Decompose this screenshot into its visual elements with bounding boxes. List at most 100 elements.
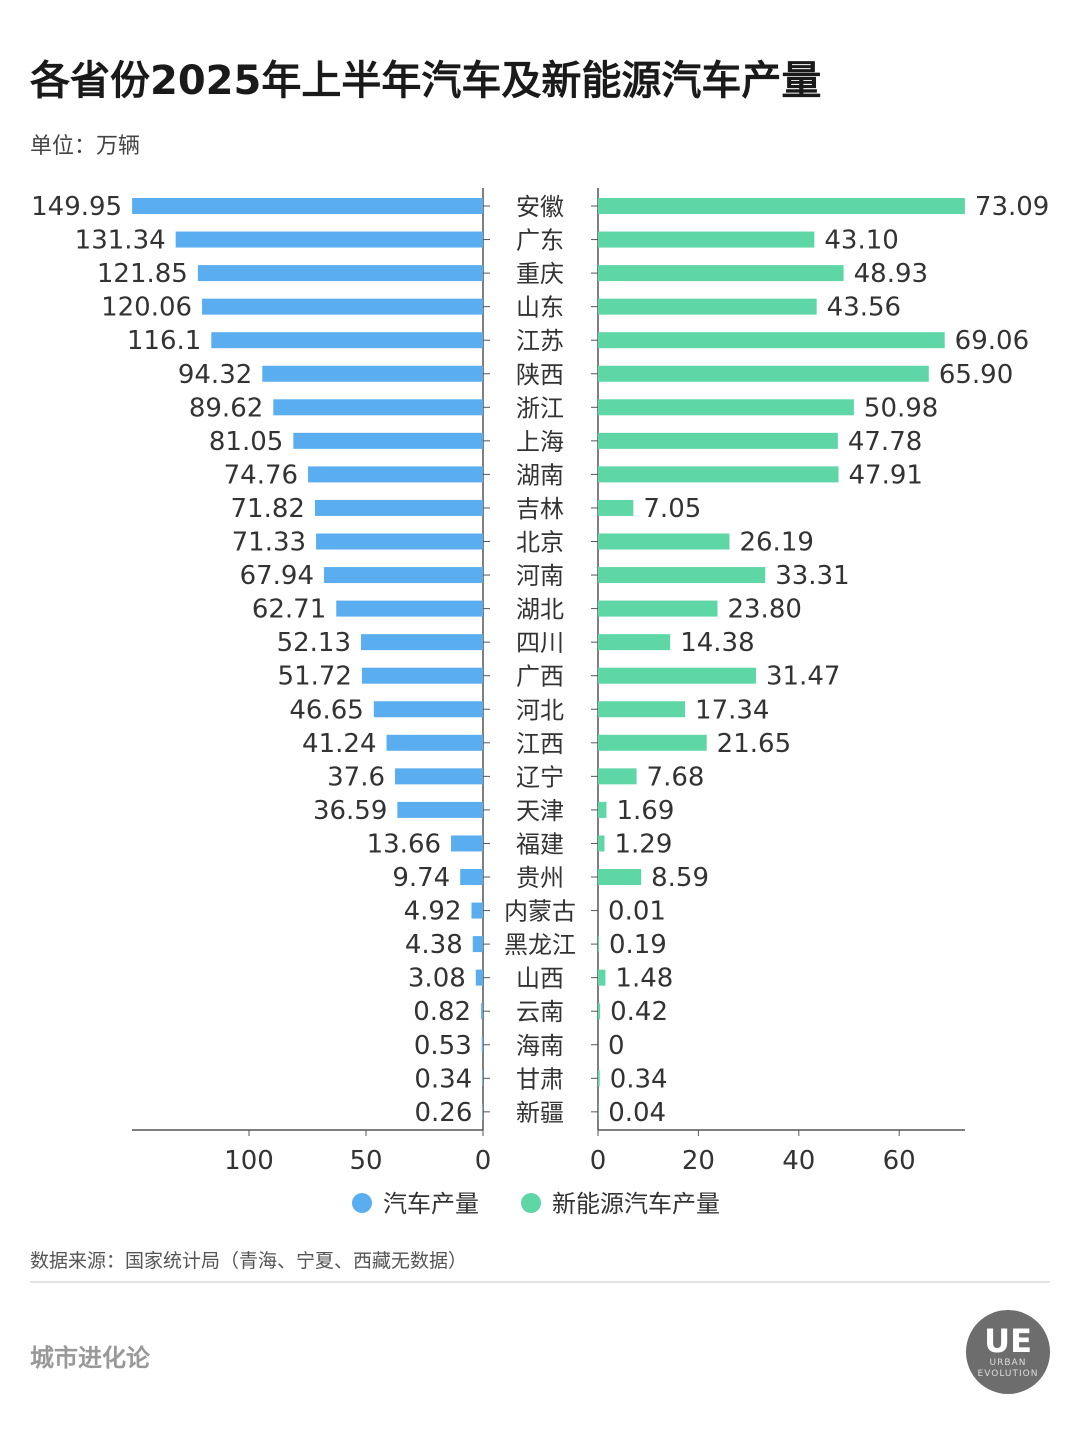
- category-label: 重庆: [516, 260, 564, 288]
- bar-nev-production: [598, 332, 945, 349]
- bar-car-production: [175, 231, 483, 248]
- bar-nev-production: [598, 265, 844, 282]
- category-label: 北京: [516, 529, 564, 557]
- data-label-nev-production: 47.78: [848, 427, 922, 457]
- bar-car-production: [314, 499, 483, 516]
- data-label-car-production: 149.95: [31, 192, 122, 222]
- bar-car-production: [482, 1070, 483, 1087]
- data-label-car-production: 120.06: [101, 293, 192, 323]
- data-label-nev-production: 73.09: [975, 192, 1049, 222]
- category-label: 河北: [516, 696, 564, 724]
- data-label-car-production: 121.85: [97, 259, 188, 289]
- data-label-nev-production: 26.19: [739, 528, 813, 558]
- category-label: 吉林: [516, 495, 564, 523]
- bar-nev-production: [598, 600, 718, 617]
- data-label-car-production: 4.38: [405, 930, 463, 960]
- bar-nev-production: [598, 298, 817, 315]
- category-label: 黑龙江: [504, 931, 576, 959]
- data-label-car-production: 0.53: [414, 1031, 472, 1061]
- bar-car-production: [324, 567, 483, 584]
- logo-subtext: URBAN EVOLUTION: [977, 1358, 1039, 1379]
- data-label-nev-production: 43.56: [827, 293, 901, 323]
- data-label-car-production: 13.66: [367, 829, 441, 859]
- bar-car-production: [316, 533, 483, 550]
- brand-name: 城市进化论: [30, 1344, 150, 1372]
- legend-swatch-nev: [521, 1193, 541, 1213]
- data-label-nev-production: 33.31: [775, 561, 849, 591]
- data-label-nev-production: 23.80: [727, 595, 801, 625]
- data-label-car-production: 36.59: [313, 796, 387, 826]
- data-label-car-production: 81.05: [209, 427, 283, 457]
- data-label-car-production: 41.24: [302, 729, 376, 759]
- right-x-tick-label: 40: [782, 1146, 815, 1176]
- data-label-nev-production: 0.42: [610, 997, 668, 1027]
- bar-nev-production: [598, 634, 671, 651]
- bar-nev-production: [598, 936, 599, 953]
- bar-car-production: [132, 198, 483, 214]
- bar-nev-production: [598, 533, 730, 550]
- bar-nev-production: [598, 734, 707, 751]
- bar-nev-production: [598, 1003, 601, 1020]
- data-label-car-production: 71.33: [232, 528, 306, 558]
- bar-car-production: [471, 902, 483, 919]
- bar-nev-production: [598, 869, 642, 885]
- data-label-car-production: 71.82: [231, 494, 305, 524]
- bar-car-production: [308, 466, 483, 483]
- bar-nev-production: [598, 969, 606, 986]
- bar-nev-production: [598, 499, 634, 516]
- bar-car-production: [472, 936, 483, 953]
- left-x-tick-label: 100: [224, 1146, 274, 1176]
- category-label: 海南: [516, 1032, 564, 1060]
- bar-nev-production: [598, 432, 838, 449]
- right-x-tick-label: 60: [883, 1146, 916, 1176]
- category-label: 四川: [516, 629, 564, 657]
- category-label: 福建: [516, 830, 564, 858]
- logo-text: UE: [984, 1322, 1032, 1360]
- data-label-car-production: 46.65: [289, 695, 363, 725]
- category-label: 广西: [516, 663, 564, 691]
- bar-car-production: [397, 801, 483, 818]
- bar-car-production: [262, 365, 483, 382]
- data-label-car-production: 3.08: [408, 964, 466, 994]
- bar-car-production: [451, 835, 483, 852]
- bar-nev-production: [598, 198, 965, 214]
- category-label: 江苏: [516, 327, 564, 355]
- bar-nev-production: [598, 365, 929, 382]
- bar-car-production: [395, 768, 483, 785]
- data-label-nev-production: 8.59: [651, 863, 709, 893]
- data-label-nev-production: 47.91: [849, 460, 923, 490]
- bar-nev-production: [598, 466, 839, 483]
- data-label-car-production: 52.13: [277, 628, 351, 658]
- data-label-car-production: 74.76: [224, 460, 298, 490]
- bar-car-production: [336, 600, 483, 617]
- data-label-nev-production: 50.98: [864, 393, 938, 423]
- bar-car-production: [386, 734, 483, 751]
- unit-label: 单位：万辆: [30, 134, 141, 159]
- data-label-car-production: 4.92: [404, 897, 462, 927]
- bar-nev-production: [598, 399, 854, 416]
- data-label-car-production: 0.82: [413, 997, 471, 1027]
- category-label: 湖北: [516, 596, 564, 624]
- bar-car-production: [475, 969, 483, 986]
- data-label-nev-production: 31.47: [766, 662, 840, 692]
- bar-nev-production: [598, 567, 766, 584]
- bar-car-production: [211, 332, 484, 349]
- category-label: 辽宁: [516, 763, 564, 791]
- legend-label-car: 汽车产量: [383, 1190, 479, 1218]
- bar-car-production: [202, 298, 483, 315]
- data-label-nev-production: 0.34: [610, 1064, 668, 1094]
- data-label-nev-production: 43.10: [824, 226, 898, 256]
- right-x-tick-label: 20: [682, 1146, 715, 1176]
- legend-label-nev: 新能源汽车产量: [552, 1190, 720, 1218]
- data-label-nev-production: 0: [608, 1031, 625, 1061]
- data-label-nev-production: 17.34: [695, 695, 769, 725]
- bar-nev-production: [598, 1070, 600, 1087]
- data-label-car-production: 89.62: [189, 393, 263, 423]
- bar-nev-production: [598, 835, 605, 852]
- data-label-nev-production: 0.04: [608, 1098, 666, 1128]
- category-label: 天津: [516, 797, 564, 825]
- category-label: 甘肃: [516, 1065, 564, 1093]
- data-label-car-production: 0.34: [414, 1064, 472, 1094]
- bar-car-production: [361, 667, 483, 684]
- data-label-nev-production: 0.01: [608, 897, 666, 927]
